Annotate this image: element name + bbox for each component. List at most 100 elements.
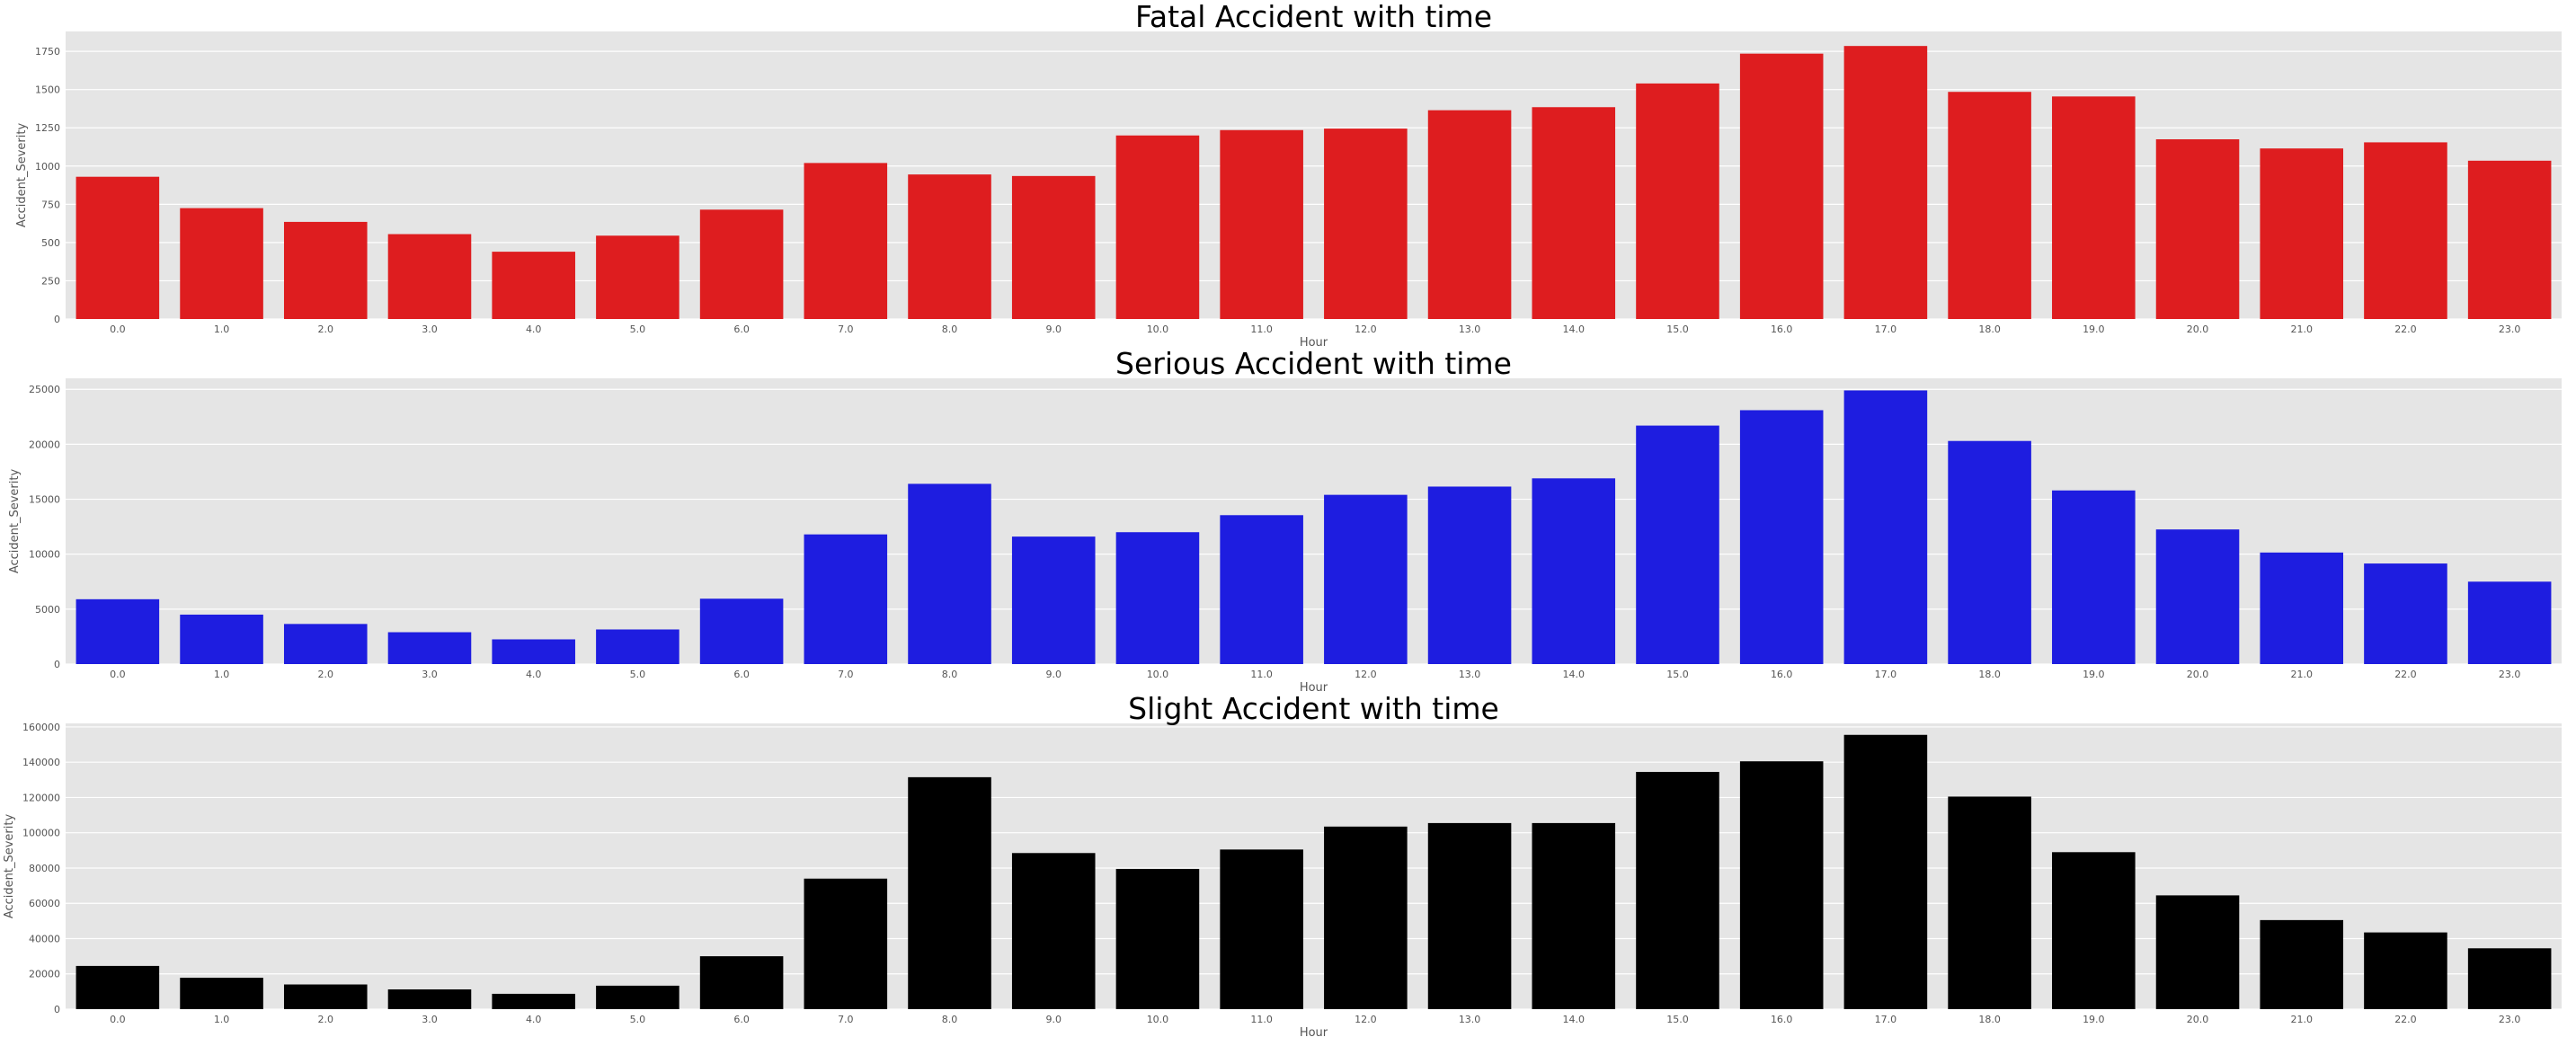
- y-tick-label: 1000: [35, 161, 60, 173]
- bar: [1011, 536, 1096, 664]
- x-tick-label: 4.0: [526, 669, 542, 680]
- plot-area: [66, 31, 2562, 319]
- x-tick-label: 17.0: [1875, 1014, 1897, 1025]
- bar: [2155, 139, 2240, 319]
- x-tick-label: 13.0: [1459, 669, 1481, 680]
- x-tick-label: 16.0: [1771, 669, 1793, 680]
- bar: [804, 534, 888, 664]
- bar: [1843, 390, 1928, 664]
- bar: [908, 483, 991, 664]
- y-axis-label: Accident_Severity: [8, 469, 22, 574]
- x-tick-label: 17.0: [1875, 324, 1897, 335]
- chart-panel: 0 250 500 750 1000 1250 1500 1750 0.0 1.0 2.0 3.0 4.…: [15, 0, 2562, 350]
- bar: [699, 956, 784, 1009]
- bar: [1011, 175, 1096, 319]
- bar: [1220, 515, 1303, 664]
- bar: [1948, 92, 2031, 319]
- bar: [387, 632, 472, 664]
- chart-title: Fatal Accident with time: [1135, 0, 1492, 34]
- bar: [283, 984, 368, 1009]
- bar: [1739, 761, 1824, 1009]
- y-tick-label: 250: [41, 275, 60, 287]
- x-tick-label: 4.0: [526, 324, 542, 335]
- x-tick-label: 14.0: [1563, 324, 1586, 335]
- y-tick-label: 0: [54, 659, 60, 670]
- bar: [908, 776, 991, 1009]
- bar: [2467, 160, 2552, 319]
- bar: [492, 252, 575, 319]
- bar: [1636, 771, 1719, 1009]
- bar: [387, 989, 472, 1009]
- bar: [76, 598, 160, 664]
- x-tick-label: 0.0: [110, 324, 126, 335]
- bar: [1636, 425, 1719, 664]
- x-tick-label: 1.0: [214, 324, 230, 335]
- y-tick-label: 1500: [35, 84, 60, 96]
- x-tick-label: 11.0: [1250, 669, 1273, 680]
- x-tick-label: 23.0: [2499, 1014, 2521, 1025]
- y-tick-label: 20000: [29, 439, 60, 450]
- plot-area: [66, 723, 2562, 1009]
- bar: [1739, 53, 1824, 320]
- x-tick-label: 20.0: [2187, 1014, 2209, 1025]
- x-tick-label: 21.0: [2290, 1014, 2313, 1025]
- x-tick-label: 22.0: [2394, 1014, 2417, 1025]
- x-tick-label: 12.0: [1355, 669, 1377, 680]
- bar: [1427, 110, 1512, 319]
- x-tick-label: 15.0: [1666, 1014, 1689, 1025]
- x-tick-label: 2.0: [318, 669, 334, 680]
- bar: [1324, 826, 1408, 1009]
- bar: [1115, 868, 1200, 1009]
- x-tick-label: 15.0: [1666, 669, 1689, 680]
- y-tick-label: 15000: [29, 494, 60, 506]
- x-tick-label: 18.0: [1978, 1014, 2001, 1025]
- x-tick-label: 8.0: [942, 324, 958, 335]
- bar: [283, 221, 368, 319]
- bar: [2155, 529, 2240, 664]
- chart-title: Serious Accident with time: [1115, 346, 1512, 381]
- bar: [804, 878, 888, 1009]
- y-tick-label: 25000: [29, 384, 60, 395]
- bar: [1115, 135, 1200, 319]
- x-tick-label: 9.0: [1045, 1014, 1061, 1025]
- x-tick-label: 8.0: [942, 1014, 958, 1025]
- y-tick-label: 1750: [35, 46, 60, 58]
- bar: [1115, 532, 1200, 664]
- bar: [596, 235, 680, 319]
- x-axis-label: Hour: [1300, 336, 1328, 350]
- x-tick-label: 6.0: [733, 324, 750, 335]
- x-tick-label: 9.0: [1045, 669, 1061, 680]
- y-axis-label: Accident_Severity: [3, 814, 16, 919]
- bar: [387, 234, 472, 319]
- y-tick-label: 80000: [29, 863, 60, 874]
- x-tick-label: 7.0: [838, 324, 854, 335]
- bar: [1220, 849, 1303, 1009]
- bar: [1636, 83, 1719, 319]
- bar: [76, 965, 160, 1009]
- bar: [2364, 932, 2447, 1009]
- bar: [2467, 581, 2552, 664]
- bar: [699, 598, 784, 664]
- bar: [1739, 410, 1824, 664]
- x-tick-label: 20.0: [2187, 324, 2209, 335]
- bar: [2364, 142, 2447, 319]
- x-tick-label: 5.0: [630, 324, 646, 335]
- x-tick-label: 3.0: [422, 1014, 438, 1025]
- bar: [180, 208, 263, 319]
- x-tick-label: 16.0: [1771, 324, 1793, 335]
- bar: [699, 209, 784, 319]
- x-tick-label: 2.0: [318, 1014, 334, 1025]
- bar: [1532, 478, 1616, 664]
- x-tick-label: 20.0: [2187, 669, 2209, 680]
- bar: [2260, 919, 2344, 1009]
- bar: [1427, 822, 1512, 1009]
- bar: [1948, 796, 2031, 1009]
- x-tick-label: 6.0: [733, 1014, 750, 1025]
- x-tick-label: 17.0: [1875, 669, 1897, 680]
- bar: [76, 176, 160, 319]
- bar: [2364, 563, 2447, 664]
- x-tick-label: 10.0: [1147, 324, 1169, 335]
- y-axis-label: Accident_Severity: [15, 123, 29, 228]
- x-tick-label: 1.0: [214, 669, 230, 680]
